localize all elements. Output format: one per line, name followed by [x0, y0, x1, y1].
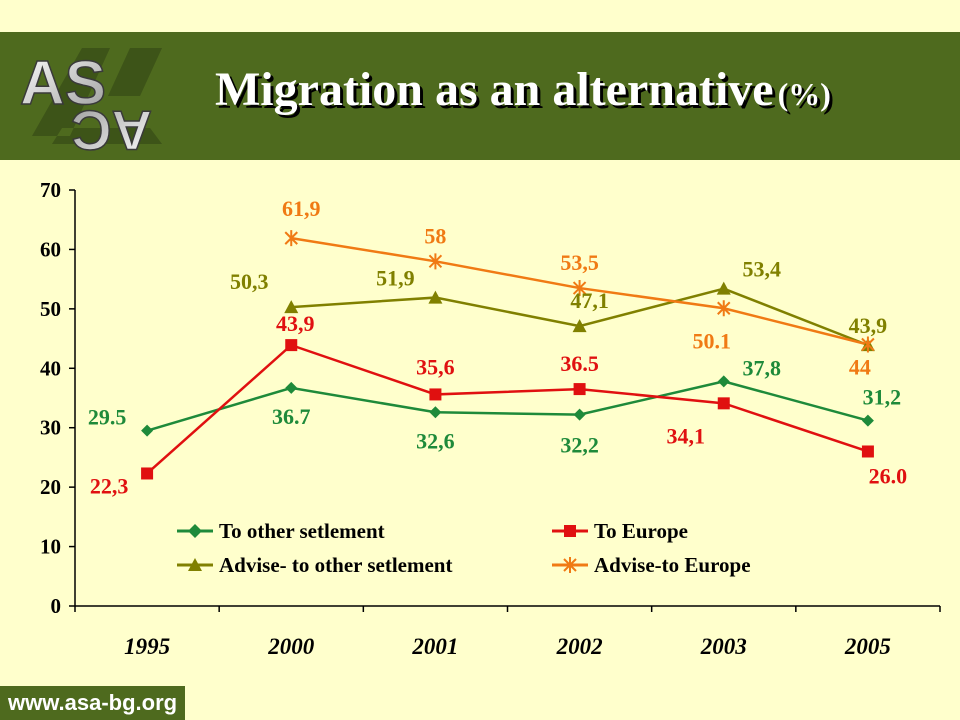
data-point-marker [429, 388, 442, 401]
data-point-marker [861, 336, 875, 353]
data-label: 36.5 [560, 351, 599, 376]
data-point-marker [572, 319, 587, 333]
data-point-marker [716, 281, 731, 295]
data-point-marker [717, 397, 730, 410]
legend-triangle-marker-icon [177, 558, 213, 571]
y-tick-label: 10 [40, 535, 61, 559]
data-label: 43,9 [849, 313, 888, 338]
y-tick-label: 0 [51, 594, 62, 618]
data-point-marker [573, 383, 586, 396]
data-point-marker [573, 408, 586, 421]
legend-star-marker-icon [552, 557, 588, 573]
x-tick-label: 2002 [556, 634, 603, 659]
legend-label: To other setlement [219, 519, 385, 543]
data-label: 43,9 [276, 311, 315, 336]
asca-logo: AS AC [19, 48, 162, 154]
data-label: 35,6 [416, 354, 455, 379]
y-tick-label: 70 [40, 178, 61, 202]
data-point-marker [285, 339, 298, 352]
y-tick-label: 60 [40, 237, 61, 261]
y-tick-label: 30 [40, 416, 61, 440]
website-url: www.asa-bg.org [0, 686, 186, 720]
data-point-marker [141, 424, 154, 437]
data-label: 61,9 [282, 196, 321, 221]
data-point-marker [717, 375, 730, 388]
data-label: 22,3 [90, 473, 129, 498]
legend-label: To Europe [594, 519, 688, 543]
data-label: 32,6 [416, 428, 455, 453]
data-point-marker [285, 381, 298, 394]
y-tick-label: 20 [40, 475, 61, 499]
x-tick-label: 2000 [267, 634, 315, 659]
data-label: 37,8 [743, 355, 782, 380]
data-label: 50.1 [693, 328, 732, 353]
data-point-marker [428, 253, 443, 270]
svg-text:AS: AS [20, 49, 106, 118]
data-point-marker [429, 406, 442, 419]
data-label: 26.0 [869, 463, 908, 488]
data-label: 29.5 [88, 405, 127, 430]
x-tick-label: 1995 [124, 634, 170, 659]
data-label: 32,2 [560, 433, 599, 458]
series-line [146, 380, 869, 432]
data-label: 47,1 [570, 288, 609, 313]
data-label: 34,1 [667, 423, 706, 448]
data-point-marker [861, 445, 874, 458]
data-label: 53,4 [743, 257, 782, 282]
title-unit: (%) [777, 76, 831, 112]
line-chart: 0 10 20 30 40 50 60 70 1995 2000 2001 2002 2003 2005 2… [40, 178, 941, 659]
y-tick-label: 40 [40, 356, 61, 380]
data-point-marker [428, 290, 443, 304]
svg-text:AC: AC [71, 99, 152, 154]
legend-diamond-marker-icon [177, 524, 213, 538]
series-line [146, 343, 869, 475]
data-label: 50,3 [230, 269, 269, 294]
data-point-marker [141, 467, 154, 480]
legend-label: Advise-to Europe [594, 553, 751, 577]
data-point-marker [717, 300, 731, 317]
data-label: 58 [424, 223, 446, 248]
data-label: 36.7 [272, 404, 311, 429]
x-tick-label: 2005 [844, 634, 891, 659]
x-tick-label: 2003 [700, 634, 747, 659]
data-label: 31,2 [863, 385, 902, 410]
legend-square-marker-icon [552, 525, 588, 537]
legend-label: Advise- to other setlement [219, 553, 453, 577]
page-title: Migration as an alternative (%) [215, 62, 831, 117]
title-text: Migration as an alternative [215, 63, 774, 116]
data-point-marker [572, 280, 587, 297]
data-point-marker [284, 300, 299, 314]
data-label: 44 [849, 355, 871, 380]
data-point-marker [284, 230, 298, 247]
title-banner [0, 32, 960, 160]
data-label: 51,9 [376, 266, 415, 291]
x-tick-label: 2001 [411, 634, 458, 659]
y-tick-label: 50 [40, 297, 61, 321]
data-label: 53,5 [560, 250, 599, 275]
data-point-marker [861, 414, 874, 427]
